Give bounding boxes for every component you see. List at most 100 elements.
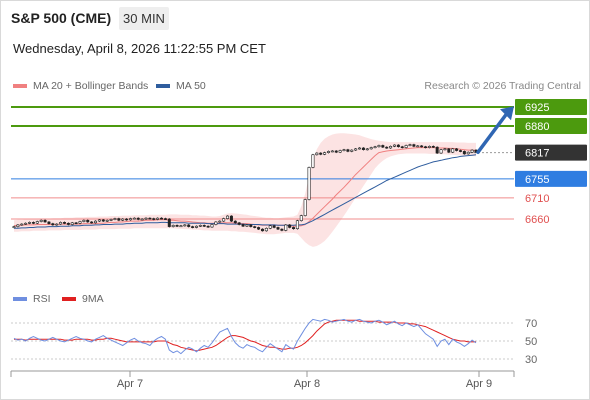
candle-body bbox=[365, 148, 369, 151]
candle-body bbox=[404, 145, 408, 148]
candle-body bbox=[439, 149, 443, 154]
candle-body bbox=[187, 224, 191, 227]
candle-body bbox=[338, 150, 342, 153]
candle-body bbox=[350, 149, 354, 152]
candle-body bbox=[253, 226, 257, 228]
forecast-arrow bbox=[476, 111, 509, 154]
candle-body bbox=[97, 219, 101, 222]
candle-body bbox=[323, 152, 327, 155]
candle-body bbox=[51, 223, 55, 226]
candle-body bbox=[292, 227, 296, 230]
candle-body bbox=[125, 218, 129, 221]
legend-ma50: MA 50 bbox=[156, 80, 206, 92]
candle-body bbox=[369, 147, 373, 150]
candle-body bbox=[132, 217, 136, 220]
candle-body bbox=[24, 222, 28, 225]
candle-body bbox=[101, 219, 105, 222]
candle-body bbox=[412, 144, 416, 147]
level-tag-text-6880: 6880 bbox=[525, 121, 549, 133]
candle-body bbox=[268, 225, 272, 229]
rsi-tick-30: 30 bbox=[525, 354, 537, 366]
candle-body bbox=[55, 223, 59, 226]
candle-body bbox=[191, 226, 195, 228]
candle-body bbox=[20, 223, 24, 226]
legend-bollinger: MA 20 + Bollinger Bands bbox=[13, 80, 148, 92]
candle-body bbox=[43, 219, 47, 223]
legend-ma50-label: MA 50 bbox=[176, 80, 206, 92]
level-tag-6880 bbox=[515, 118, 587, 135]
candle-body bbox=[222, 218, 226, 222]
candle-body bbox=[163, 218, 167, 220]
candle-body bbox=[167, 218, 171, 227]
level-tag-text-6925: 6925 bbox=[525, 102, 549, 114]
x-tick-label-apr-7: Apr 7 bbox=[117, 378, 143, 390]
candle-body bbox=[299, 215, 303, 221]
candle-body bbox=[346, 149, 350, 152]
candle-body bbox=[408, 144, 412, 146]
candle-body bbox=[443, 148, 447, 151]
candle-body bbox=[140, 218, 144, 221]
candle-body bbox=[435, 146, 439, 154]
candle-body bbox=[334, 150, 338, 153]
candle-body bbox=[148, 217, 152, 220]
ma50-swatch bbox=[156, 84, 170, 88]
candle-body bbox=[264, 227, 268, 232]
candle-body bbox=[458, 150, 462, 152]
candle-body bbox=[416, 145, 420, 148]
candle-body bbox=[171, 225, 175, 227]
candle-body bbox=[284, 224, 288, 231]
candle-body bbox=[381, 145, 385, 148]
candle-body bbox=[183, 224, 187, 227]
candle-body bbox=[233, 220, 237, 224]
candle-body bbox=[59, 222, 63, 225]
candle-body bbox=[66, 222, 70, 225]
candle-body bbox=[16, 224, 20, 227]
candle-body bbox=[210, 224, 214, 228]
x-tick-label-apr-8: Apr 8 bbox=[294, 378, 320, 390]
candle-body bbox=[427, 146, 431, 148]
candles bbox=[12, 143, 478, 232]
candle-body bbox=[214, 221, 218, 225]
candle-body bbox=[113, 218, 117, 220]
ma50-line bbox=[14, 154, 477, 229]
candle-body bbox=[431, 146, 435, 148]
level-tag-6817 bbox=[515, 144, 587, 161]
candle-body bbox=[226, 215, 230, 219]
candle-body bbox=[451, 148, 455, 153]
candle-body bbox=[117, 218, 121, 221]
candle-body bbox=[257, 227, 261, 230]
candle-body bbox=[128, 218, 132, 221]
level-tag-6755 bbox=[515, 170, 587, 187]
level-tag-6925 bbox=[515, 99, 587, 115]
candle-body bbox=[466, 151, 470, 155]
timestamp: Wednesday, April 8, 2026 11:22:55 PM CET bbox=[13, 41, 266, 56]
bollinger-swatch bbox=[13, 84, 27, 88]
candle-body bbox=[194, 225, 198, 228]
candle-body bbox=[295, 220, 299, 230]
candle-body bbox=[330, 150, 334, 153]
candle-body bbox=[86, 219, 90, 223]
forecast-arrow-head bbox=[500, 106, 514, 121]
candle-body bbox=[303, 199, 307, 216]
candle-body bbox=[385, 146, 389, 149]
ma20-line bbox=[13, 147, 477, 227]
candle-body bbox=[392, 144, 396, 147]
candle-body bbox=[249, 224, 253, 227]
candle-body bbox=[121, 218, 125, 221]
candle-body bbox=[358, 147, 362, 150]
level-tag-text-6817: 6817 bbox=[525, 148, 549, 160]
candle-body bbox=[447, 148, 451, 153]
legend-rsi: RSI bbox=[13, 293, 51, 305]
candle-body bbox=[237, 222, 241, 225]
candle-body bbox=[455, 148, 459, 151]
candle-body bbox=[202, 225, 206, 227]
interval-selector[interactable]: 30 MIN bbox=[119, 7, 169, 30]
candle-body bbox=[326, 151, 330, 153]
candle-body bbox=[156, 217, 160, 220]
candle-body bbox=[424, 146, 428, 149]
candle-body bbox=[280, 228, 284, 231]
candle-body bbox=[315, 152, 319, 156]
candle-body bbox=[144, 217, 148, 220]
candle-body bbox=[94, 220, 98, 224]
x-tick-label-apr-9: Apr 9 bbox=[466, 378, 492, 390]
